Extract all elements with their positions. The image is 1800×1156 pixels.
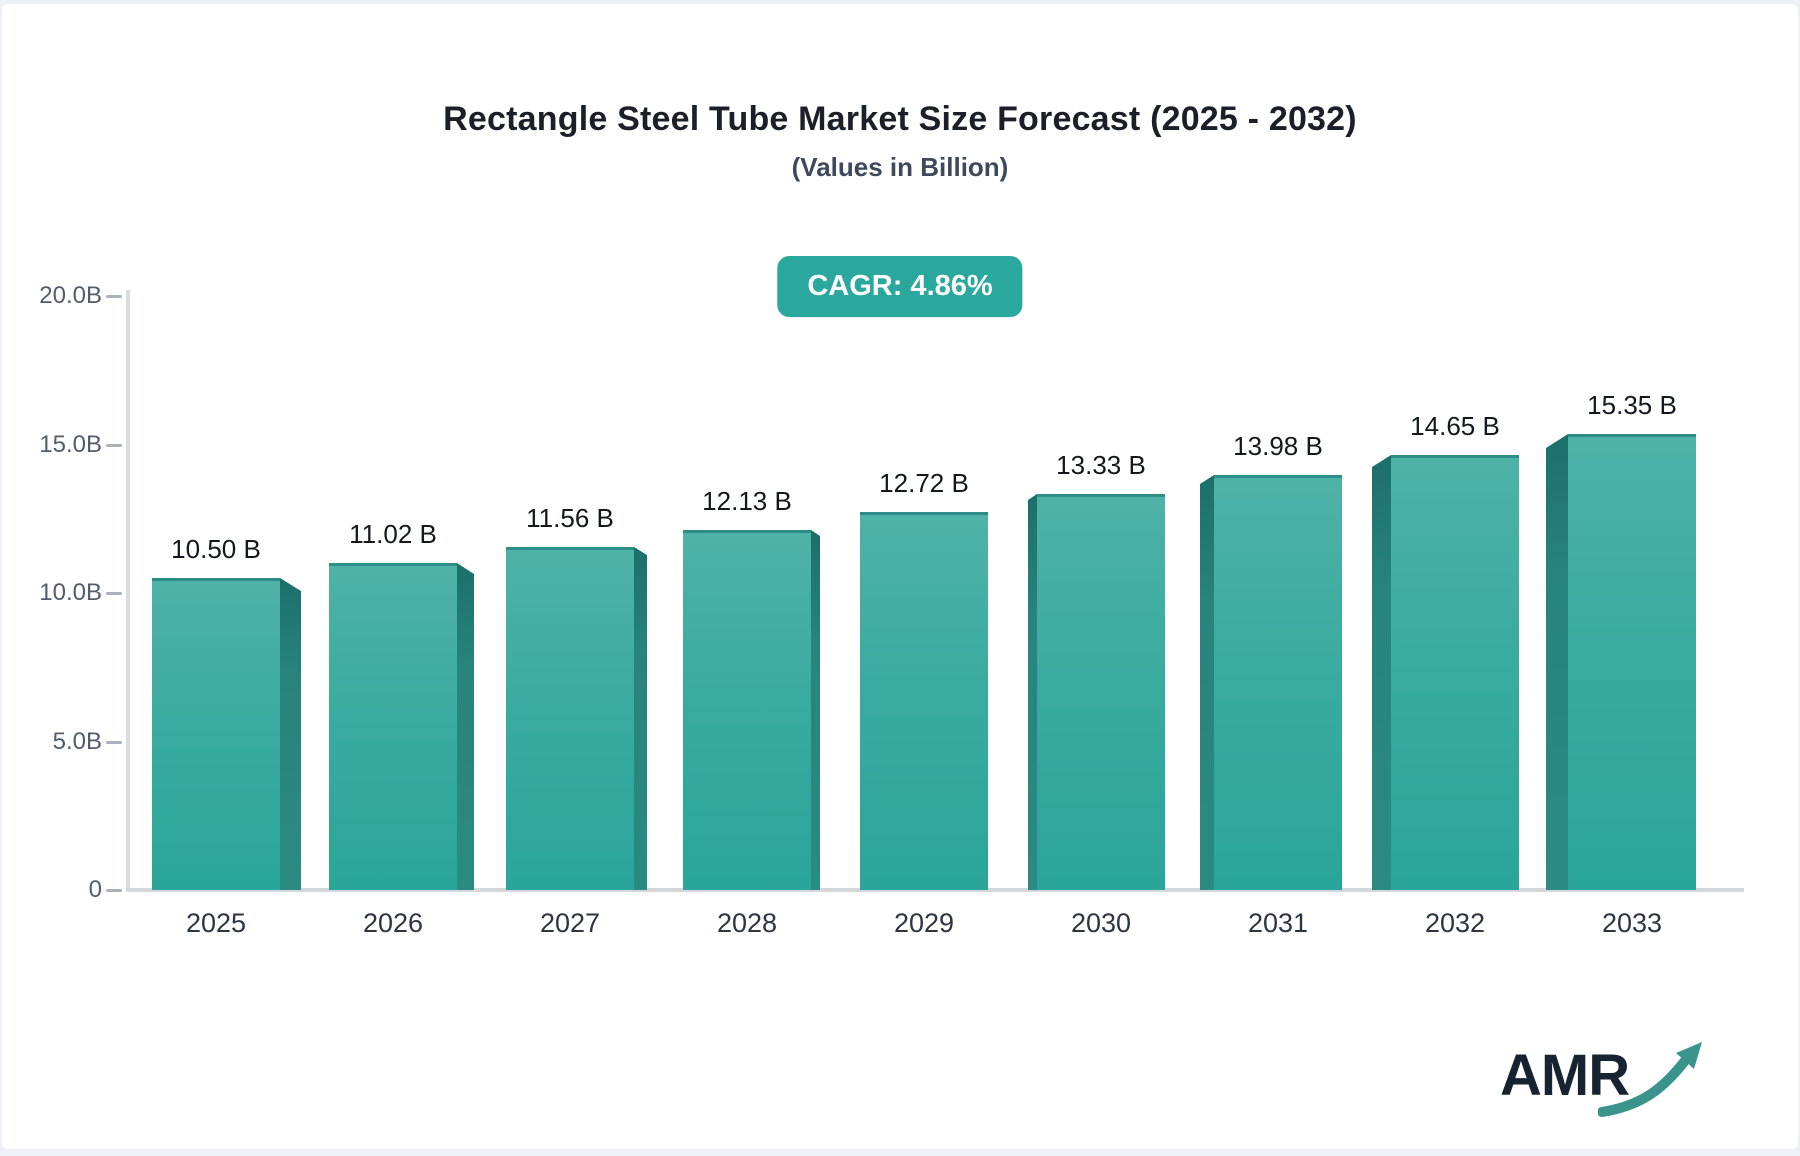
x-axis-label-2027: 2027 [539, 908, 601, 938]
amr-logo-text: AMR [1500, 1043, 1630, 1108]
bar-side-2025 [280, 578, 301, 890]
y-tick-label-5.0B: 5.0B [52, 727, 102, 755]
bar-2030 [1028, 494, 1165, 890]
y-tick-label-0: 0 [88, 876, 102, 903]
bar-2025 [152, 578, 301, 890]
chart-card: Rectangle Steel Tube Market Size Forecas… [2, 4, 1798, 1149]
bar-face-2027 [506, 547, 634, 890]
bar-face-2030 [1037, 494, 1165, 890]
bar-side-2033 [1546, 434, 1568, 890]
bar-face-2026 [329, 563, 457, 890]
bar-chart-plot: 20.0B 15.0B 10.0B 5.0B 0 10.50 B 2025 11.02 B 20… [2, 4, 1798, 1149]
y-tick-mark [106, 740, 122, 744]
bar-value-label-2031: 13.98 B [1233, 431, 1323, 461]
bar-face-2029 [860, 512, 988, 890]
bar-value-label-2032: 14.65 B [1410, 411, 1500, 441]
bar-2026 [329, 563, 474, 890]
x-axis-line [126, 888, 1744, 892]
amr-logo: AMR [1500, 1036, 1702, 1126]
x-axis-label-2028: 2028 [716, 908, 778, 938]
x-axis-label-2025: 2025 [185, 908, 247, 938]
bar-face-2028 [683, 530, 811, 890]
bar-2029 [860, 512, 988, 890]
y-tick-label-20.0B: 20.0B [39, 282, 102, 309]
y-tick-mark [106, 592, 122, 595]
bar-side-2031 [1200, 475, 1214, 890]
bar-value-label-2030: 13.33 B [1056, 450, 1146, 480]
bar-value-label-2026: 11.02 B [349, 519, 437, 549]
y-tick-mark [106, 295, 122, 298]
y-tick-label-10.0B: 10.0B [39, 579, 102, 606]
chart-title: Rectangle Steel Tube Market Size Forecas… [443, 100, 1357, 138]
bar-2028 [683, 530, 820, 890]
bar-face-2032 [1391, 455, 1519, 890]
bar-face-2033 [1568, 434, 1696, 890]
x-axis-label-2033: 2033 [1601, 908, 1663, 938]
cagr-badge-label: CAGR: 4.86% [807, 270, 993, 302]
amr-logo-arrow-icon [1598, 1042, 1702, 1117]
bar-value-label-2029: 12.72 B [879, 468, 969, 498]
bar-value-label-2033: 15.35 B [1587, 390, 1677, 420]
y-tick-mark [106, 443, 122, 447]
bar-value-label-2025: 10.50 B [171, 534, 261, 564]
bar-2032 [1372, 455, 1519, 890]
bar-side-2030 [1028, 494, 1037, 890]
chart-subtitle: (Values in Billion) [791, 152, 1009, 182]
x-axis-label-2031: 2031 [1247, 908, 1309, 938]
y-tick-mark [106, 889, 122, 892]
bar-2027 [506, 547, 647, 890]
bar-side-2028 [811, 530, 820, 890]
bar-2031 [1200, 475, 1342, 890]
cagr-badge: CAGR: 4.86% [777, 256, 1023, 317]
bar-value-label-2028: 12.13 B [702, 486, 792, 516]
x-axis-label-2032: 2032 [1424, 908, 1486, 938]
bar-2033 [1546, 434, 1696, 890]
bar-face-2031 [1214, 475, 1342, 890]
bar-side-2032 [1372, 455, 1391, 890]
y-axis-line [126, 290, 130, 892]
x-axis-label-2029: 2029 [893, 908, 955, 938]
bar-side-2026 [457, 563, 474, 890]
bar-side-2027 [634, 547, 647, 890]
bar-face-2025 [152, 578, 280, 890]
bar-value-label-2027: 11.56 B [526, 503, 614, 533]
x-axis-label-2030: 2030 [1070, 908, 1132, 938]
x-axis-label-2026: 2026 [362, 908, 424, 938]
y-tick-label-15.0B: 15.0B [39, 430, 102, 458]
